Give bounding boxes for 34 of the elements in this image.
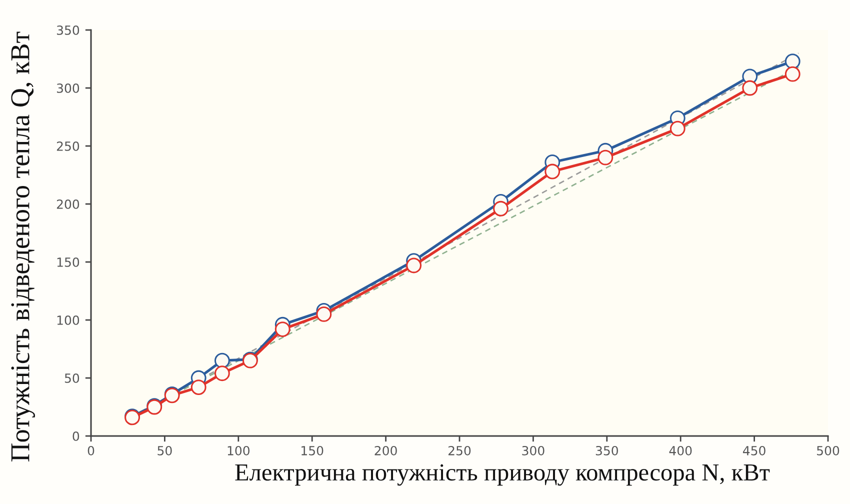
point xyxy=(274,322,290,337)
x-tick-label: 250 xyxy=(448,446,471,456)
point xyxy=(214,352,230,368)
point xyxy=(316,306,332,322)
point xyxy=(742,80,758,96)
x-tick-label: 450 xyxy=(742,446,766,456)
x-tick-label: 300 xyxy=(522,446,544,456)
x-tick-label: 150 xyxy=(302,446,324,456)
x-tick-label: 200 xyxy=(374,446,397,456)
y-tick-label: 200 xyxy=(56,199,80,209)
y-tick-label: 150 xyxy=(57,257,80,267)
x-tick-label: 0 xyxy=(88,446,94,456)
x-tick-label: 100 xyxy=(228,446,250,456)
y-tick-label: 100 xyxy=(57,315,80,325)
y-tick-label: 250 xyxy=(56,141,80,151)
point xyxy=(493,200,508,216)
point xyxy=(214,366,230,382)
point xyxy=(544,164,560,180)
y-tick-label: 50 xyxy=(64,373,80,383)
point xyxy=(784,54,800,70)
point xyxy=(670,120,686,136)
point xyxy=(784,66,800,82)
x-tick-label: 350 xyxy=(596,446,618,456)
point xyxy=(406,258,422,274)
y-tick-label: 300 xyxy=(56,83,80,93)
x-tick-label: 400 xyxy=(669,446,692,456)
y-tick-label: 0 xyxy=(72,431,80,441)
x-tick-label: 500 xyxy=(817,446,840,456)
x-axis-title: Електрична потужність приводу компресора N, кВт xyxy=(235,464,770,486)
point xyxy=(598,150,614,166)
y-axis-title: Потужність відведеного тепла Q, кВт xyxy=(11,32,35,462)
y-tick-label: 350 xyxy=(56,25,80,35)
x-tick-label: 50 xyxy=(158,446,172,456)
point xyxy=(190,380,206,395)
